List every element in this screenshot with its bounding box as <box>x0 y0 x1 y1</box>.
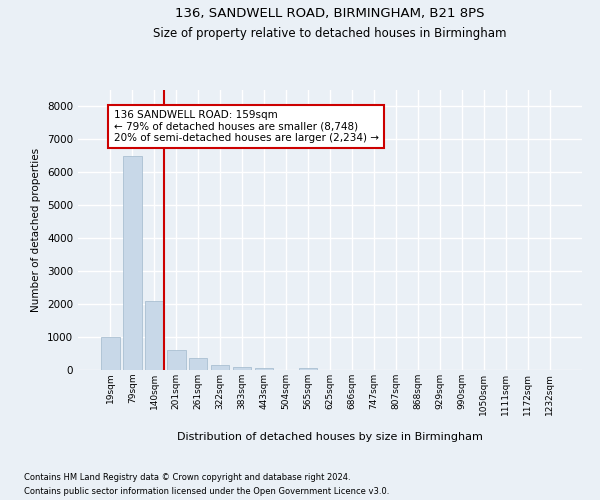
Bar <box>123 156 142 370</box>
Text: Contains public sector information licensed under the Open Government Licence v3: Contains public sector information licen… <box>24 488 389 496</box>
Text: 136, SANDWELL ROAD, BIRMINGHAM, B21 8PS: 136, SANDWELL ROAD, BIRMINGHAM, B21 8PS <box>175 8 485 20</box>
Text: Size of property relative to detached houses in Birmingham: Size of property relative to detached ho… <box>153 28 507 40</box>
Bar <box>145 301 164 370</box>
Bar <box>189 358 208 370</box>
Bar <box>167 350 185 370</box>
Bar <box>101 337 119 370</box>
Text: Contains HM Land Registry data © Crown copyright and database right 2024.: Contains HM Land Registry data © Crown c… <box>24 472 350 482</box>
Bar <box>211 365 229 370</box>
Text: Distribution of detached houses by size in Birmingham: Distribution of detached houses by size … <box>177 432 483 442</box>
Bar <box>299 368 317 370</box>
Bar <box>233 366 251 370</box>
Bar <box>255 368 274 370</box>
Y-axis label: Number of detached properties: Number of detached properties <box>31 148 41 312</box>
Text: 136 SANDWELL ROAD: 159sqm
← 79% of detached houses are smaller (8,748)
20% of se: 136 SANDWELL ROAD: 159sqm ← 79% of detac… <box>113 110 379 143</box>
